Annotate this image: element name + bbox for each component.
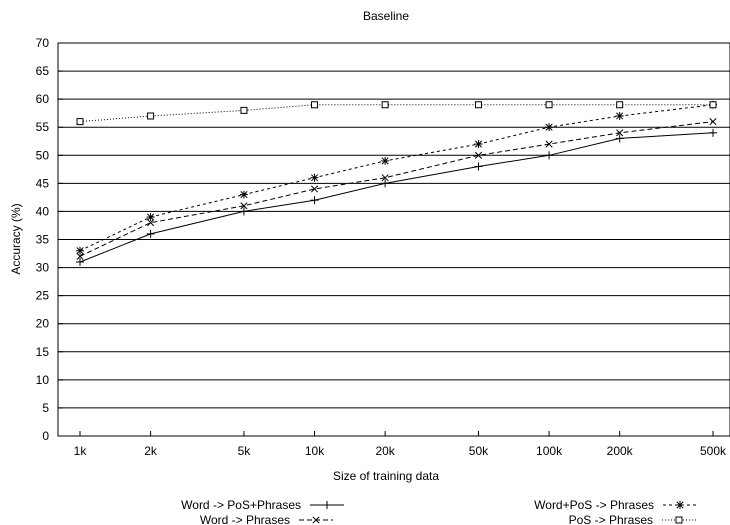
y-tick-label: 15 [36, 345, 50, 359]
legend-item: PoS -> Phrases [569, 513, 696, 525]
data-point [239, 207, 248, 216]
data-point [709, 101, 717, 109]
legend-item: Word -> PoS+Phrases [181, 498, 344, 512]
y-tick-label: 65 [36, 64, 50, 78]
y-tick-label: 50 [36, 148, 50, 162]
data-point [310, 173, 319, 182]
x-tick-label: 2k [144, 444, 158, 458]
legend-label: Word+PoS -> Phrases [534, 498, 654, 512]
series-line [79, 104, 713, 123]
y-tick-label: 25 [36, 289, 50, 303]
data-point [239, 190, 248, 199]
series-line [79, 104, 714, 252]
x-tick-label: 5k [238, 444, 252, 458]
x-tick-label: 20k [375, 444, 395, 458]
data-point [311, 101, 319, 109]
data-point [474, 101, 482, 109]
x-tick-label: 500k [700, 444, 727, 458]
data-point [474, 151, 483, 159]
x-tick-label: 10k [305, 444, 325, 458]
data-point [76, 246, 84, 255]
data-point [147, 112, 155, 120]
x-axis-label: Size of training data [333, 469, 439, 483]
legend-label: Word -> Phrases [200, 513, 290, 525]
data-point [545, 140, 553, 148]
x-axis-ticks: 1k 2k 5k 10k 20k 50k 100k 200k 500k [74, 431, 727, 458]
series-lines [76, 100, 717, 266]
y-tick-label: 10 [36, 373, 50, 387]
data-point [310, 185, 319, 193]
data-point [381, 156, 390, 165]
data-point [76, 252, 84, 260]
legend-label: Word -> PoS+Phrases [181, 498, 301, 512]
y-tick-label: 55 [36, 120, 50, 134]
series-line [79, 132, 714, 263]
legend-marker [676, 501, 684, 509]
data-point [240, 106, 248, 114]
x-tick-label: 200k [607, 444, 634, 458]
y-tick-label: 70 [36, 36, 50, 50]
legend-marker [323, 501, 331, 509]
x-tick-label: 1k [74, 444, 88, 458]
y-tick-label: 0 [42, 429, 49, 443]
data-point [545, 151, 554, 160]
legend-item: Word -> Phrases [200, 513, 333, 525]
y-tick-label: 35 [36, 233, 50, 247]
legend-item: Word+PoS -> Phrases [534, 498, 697, 512]
data-point [616, 101, 624, 109]
data-point [709, 118, 717, 126]
x-tick-label: 100k [536, 444, 563, 458]
y-axis-ticks: 0 5 10 15 20 25 30 35 40 45 50 55 60 65 70 [36, 36, 63, 443]
data-point [474, 140, 483, 149]
data-point [76, 118, 84, 126]
legend-label: PoS -> Phrases [569, 513, 653, 525]
data-point [381, 179, 390, 188]
data-point [146, 229, 155, 238]
data-point [474, 162, 483, 171]
data-point [240, 202, 248, 210]
series-line [79, 121, 714, 257]
data-point [76, 257, 84, 266]
y-tick-label: 40 [36, 204, 50, 218]
data-point [545, 101, 553, 109]
data-point [545, 123, 554, 132]
y-tick-label: 45 [36, 176, 50, 190]
data-point [615, 111, 624, 120]
y-tick-label: 5 [42, 401, 49, 415]
data-point [146, 213, 155, 222]
data-point [381, 101, 389, 109]
x-tick-label: 50k [469, 444, 489, 458]
y-tick-label: 60 [36, 92, 50, 106]
data-point [616, 129, 624, 137]
data-point [615, 134, 624, 143]
chart-title: Baseline [363, 9, 409, 23]
y-tick-label: 30 [36, 261, 50, 275]
data-point [709, 128, 717, 137]
grid-lines [58, 70, 730, 409]
data-point [381, 174, 389, 182]
data-point [147, 219, 155, 227]
legend-marker [675, 516, 683, 524]
data-point [310, 196, 319, 205]
legend-marker [312, 516, 320, 524]
y-tick-label: 20 [36, 317, 50, 331]
y-axis-label: Accuracy (%) [9, 203, 23, 274]
